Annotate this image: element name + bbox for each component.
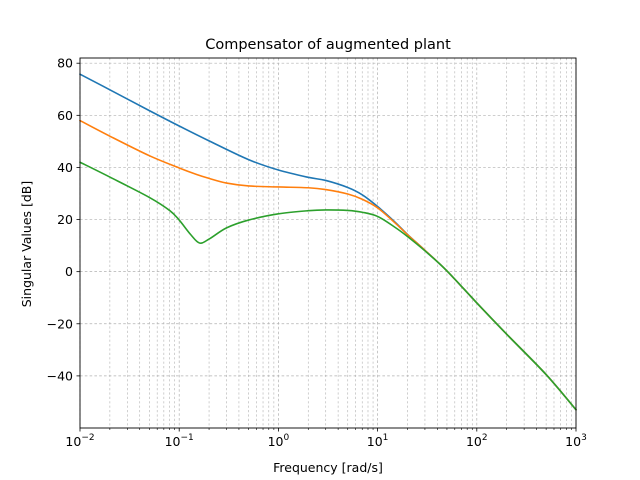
y-axis-label: Singular Values [dB] (19, 181, 34, 308)
y-tick-label: 80 (57, 56, 73, 71)
x-tick-label: 100 (268, 433, 290, 449)
tick-marks (76, 62, 577, 432)
x-axis-label: Frequency [rad/s] (273, 460, 383, 475)
tick-labels: 10−2 10−1 100 101 102 103 80 60 40 20 0 −20 −40 (47, 56, 587, 449)
grid (79, 58, 577, 428)
x-tick-label: 10−1 (165, 433, 194, 449)
x-tick-label: 103 (565, 433, 587, 449)
y-tick-label: 20 (57, 212, 73, 227)
axes-frame (79, 57, 577, 429)
x-tick-label: 10−2 (65, 433, 94, 449)
y-tick-label: 40 (57, 160, 73, 175)
y-tick-label: −20 (47, 316, 73, 331)
x-tick-label: 102 (466, 433, 488, 449)
y-tick-label: 0 (65, 264, 73, 279)
y-tick-label: 60 (57, 108, 73, 123)
x-tick-label: 101 (367, 433, 389, 449)
y-tick-label: −40 (47, 368, 73, 383)
series-line-3 (79, 161, 577, 411)
chart-title: Compensator of augmented plant (205, 37, 451, 53)
series-lines (79, 73, 577, 411)
